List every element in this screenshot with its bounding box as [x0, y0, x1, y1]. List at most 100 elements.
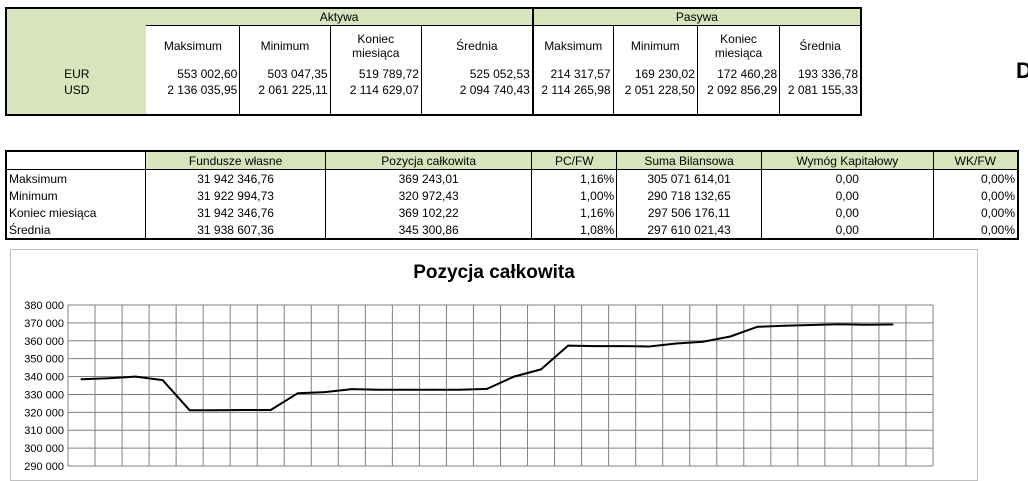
data-point	[242, 409, 245, 412]
row-label: Minimum	[9, 188, 58, 203]
data-point	[323, 391, 326, 394]
row-label: EUR	[6, 66, 147, 82]
row-label: Koniec miesiąca	[9, 205, 97, 220]
cell: 525 052,53	[420, 66, 533, 82]
y-tick-label: 340 000	[24, 372, 64, 384]
header-pasywa-max: Maksimum	[531, 25, 614, 66]
table-row: Koniec miesiąca 31 942 346,76 369 102,22…	[6, 204, 1018, 221]
cell: 31 922 994,73	[145, 187, 326, 204]
cell: 193 336,78	[779, 66, 861, 82]
y-tick-label: 310 000	[24, 425, 64, 437]
y-tick-label: 370 000	[24, 318, 64, 330]
data-point	[756, 325, 759, 328]
header-pasywa-min: Minimum	[612, 25, 698, 66]
header-fundusze: Fundusze własne	[145, 151, 326, 170]
data-point	[513, 375, 516, 378]
data-point	[134, 375, 137, 378]
data-point	[648, 345, 651, 348]
data-point	[161, 379, 164, 382]
data-point	[837, 323, 840, 326]
y-tick-label: 350 000	[24, 354, 64, 366]
cell: 1,00%	[531, 187, 617, 204]
cell: 2 051 228,50	[612, 82, 698, 98]
cell: 2 061 225,11	[239, 82, 331, 98]
cell: 0,00%	[932, 169, 1018, 187]
data-point	[864, 323, 867, 326]
cell: 2 094 740,43	[420, 82, 533, 98]
data-point	[594, 345, 597, 348]
cell: 297 506 176,11	[616, 204, 762, 221]
row-label: Średnia	[9, 222, 51, 237]
cell: 2 136 035,95	[167, 83, 238, 97]
cell: 305 071 614,01	[616, 169, 762, 187]
cell: 290 718 132,65	[616, 187, 762, 204]
y-tick-label: 360 000	[24, 336, 64, 348]
data-point	[540, 368, 543, 371]
header-pcfw: PC/FW	[531, 151, 617, 170]
data-point	[215, 409, 218, 412]
row-label: Maksimum	[9, 171, 68, 186]
cell: 0,00	[760, 169, 934, 187]
y-tick-label: 290 000	[24, 461, 64, 473]
data-point	[810, 324, 813, 327]
cell: 1,16%	[531, 169, 617, 187]
row-label: USD	[6, 82, 147, 98]
cell: 369 102,22	[324, 204, 532, 221]
cell: 31 942 346,76	[145, 169, 326, 187]
table-row: USD 2 136 035,95 2 061 225,11 2 114 629,…	[6, 82, 861, 98]
data-point	[485, 387, 488, 390]
table-row: EUR 553 002,60 503 047,35 519 789,72 525…	[6, 66, 861, 82]
group-pasywa: Pasywa	[531, 8, 861, 26]
cell: 2 092 856,29	[696, 82, 780, 98]
header-aktywa-min: Minimum	[239, 25, 331, 66]
header-wymog: Wymóg Kapitałowy	[760, 151, 934, 170]
cell: 0,00	[760, 187, 934, 204]
cell: 0,00%	[932, 221, 1018, 239]
data-point	[269, 409, 272, 412]
header-pasywa-end: Koniec miesiąca	[696, 25, 780, 66]
line-chart: Pozycja całkowita 380 000 370 000 360 000 3…	[10, 249, 978, 481]
header-aktywa-avg: Średnia	[420, 25, 533, 66]
cell: 503 047,35	[239, 66, 331, 82]
cell: 553 002,60	[177, 67, 238, 81]
data-point	[107, 377, 110, 380]
data-point	[80, 378, 83, 381]
y-tick-label: 320 000	[24, 407, 64, 419]
data-point	[458, 388, 461, 391]
data-point	[296, 392, 299, 395]
cell: 214 317,57	[531, 66, 614, 82]
cell: 172 460,28	[696, 66, 780, 82]
header-suma: Suma Bilansowa	[616, 151, 762, 170]
cell: 0,00%	[932, 187, 1018, 204]
data-point	[350, 388, 353, 391]
group-aktywa: Aktywa	[146, 8, 533, 26]
cell: 169 230,02	[612, 66, 698, 82]
table-row: Minimum 31 922 994,73 320 972,43 1,00% 2…	[6, 187, 1018, 204]
data-point	[431, 388, 434, 391]
cell: 1,16%	[531, 204, 617, 221]
cell: 369 243,01	[324, 169, 532, 187]
summary-table: Fundusze własne Pozycja całkowita PC/FW …	[5, 150, 1019, 240]
data-point	[891, 323, 894, 326]
table-row: Maksimum 31 942 346,76 369 243,01 1,16% …	[6, 169, 1018, 187]
header-aktywa-max: Maksimum	[163, 39, 222, 53]
cell: 2 114 265,98	[531, 82, 614, 98]
header-pasywa-avg: Średnia	[779, 25, 861, 66]
y-tick-label: 300 000	[24, 443, 64, 455]
cell: 297 610 021,43	[616, 221, 762, 239]
data-point	[567, 344, 570, 347]
cell: 31 942 346,76	[145, 204, 326, 221]
data-point	[783, 324, 786, 327]
data-point	[377, 388, 380, 391]
y-tick-label: 380 000	[24, 300, 64, 312]
cell: 1,08%	[531, 221, 617, 239]
data-point	[675, 342, 678, 345]
data-point	[621, 345, 624, 348]
table-row: Średnia 31 938 607,36 345 300,86 1,08% 2…	[6, 221, 1018, 239]
data-point	[729, 335, 732, 338]
data-point	[188, 409, 191, 412]
cell: 2 081 155,33	[779, 82, 861, 98]
cell: 320 972,43	[324, 187, 532, 204]
cut-off-text: D	[1016, 58, 1028, 83]
data-point	[702, 340, 705, 343]
